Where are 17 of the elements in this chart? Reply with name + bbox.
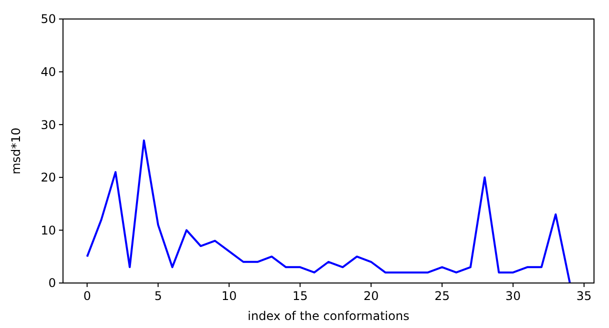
y-tick-label: 20 xyxy=(40,170,56,185)
y-tick-label: 10 xyxy=(40,223,56,238)
x-axis-title: index of the conformations xyxy=(248,309,410,323)
x-tick-label: 35 xyxy=(576,289,592,303)
y-tick-label: 30 xyxy=(40,118,56,132)
x-tick-label: 25 xyxy=(434,289,450,303)
x-tick-label: 15 xyxy=(292,289,308,303)
y-axis-title: msd*10 xyxy=(9,128,23,174)
x-tick-label: 0 xyxy=(83,289,91,303)
x-tick-label: 10 xyxy=(221,289,237,303)
x-tick-label: 30 xyxy=(505,289,521,303)
y-tick-label: 0 xyxy=(48,276,56,290)
y-tick-label: 40 xyxy=(40,65,56,79)
x-tick-label: 5 xyxy=(154,289,162,303)
line-series xyxy=(86,139,571,284)
x-tick-label: 20 xyxy=(363,289,379,303)
y-tick-label: 50 xyxy=(40,12,56,26)
